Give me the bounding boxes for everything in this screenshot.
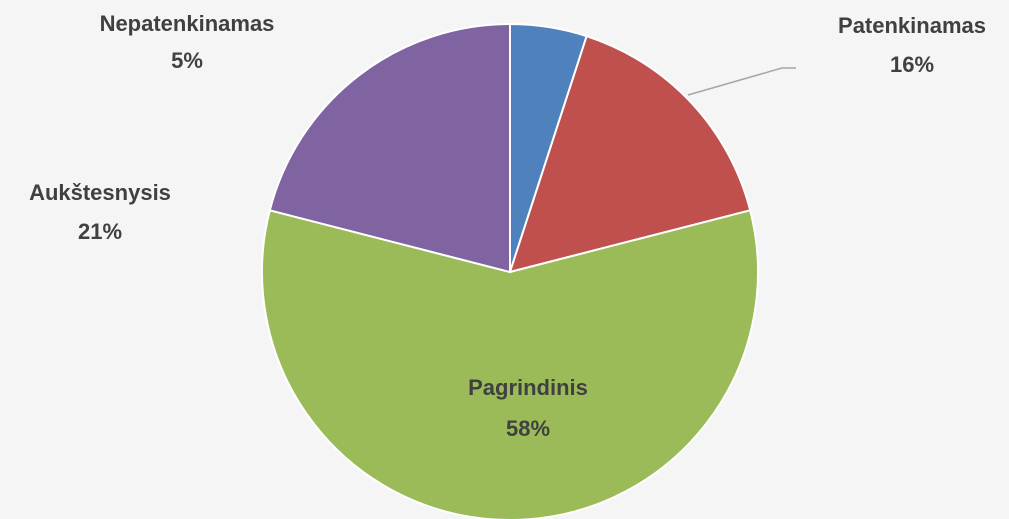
slice-label: Pagrindinis bbox=[468, 375, 588, 400]
slice-value-label: 5% bbox=[171, 48, 203, 73]
pie-slice bbox=[261, 209, 759, 519]
pie-slice bbox=[268, 22, 511, 274]
slice-value-label: 16% bbox=[890, 52, 934, 77]
pie-slice bbox=[508, 34, 752, 274]
leader-line bbox=[687, 67, 796, 96]
slice-label: Patenkinamas bbox=[838, 13, 986, 38]
slice-label: Aukštesnysis bbox=[29, 180, 171, 205]
slice-value-label: 58% bbox=[506, 416, 550, 441]
slice-label: Nepatenkinamas bbox=[100, 11, 275, 36]
slice-value-label: 21% bbox=[78, 219, 122, 244]
